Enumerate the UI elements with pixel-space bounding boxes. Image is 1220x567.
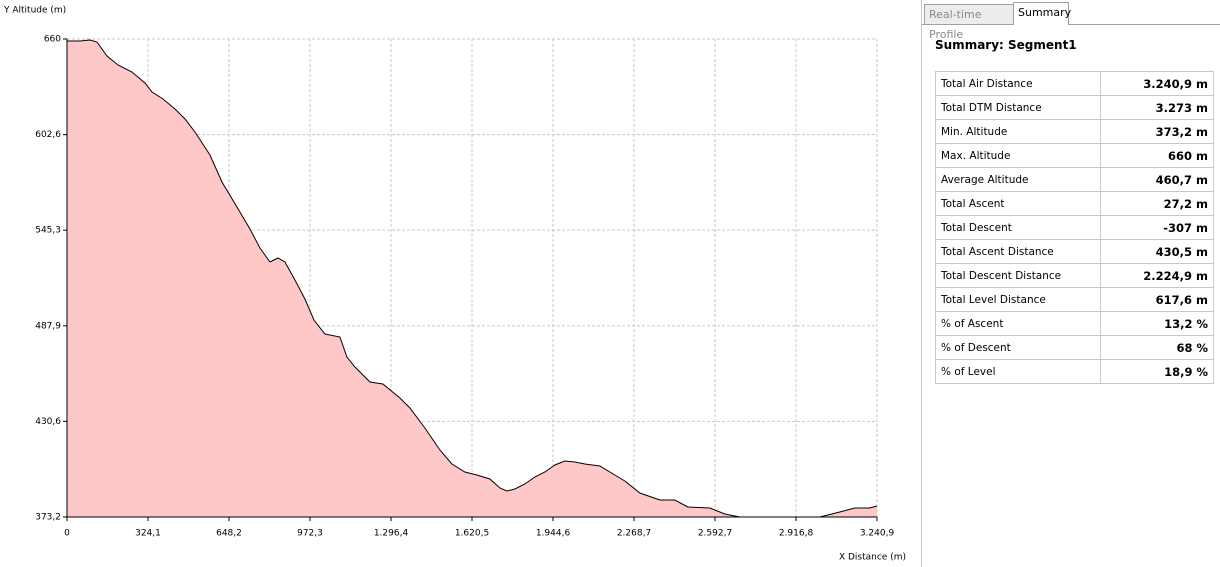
summary-value: 460,7 m [1100, 167, 1214, 192]
side-panel: Real-time Profile Summary Summary: Segme… [921, 0, 1220, 567]
summary-value: 3.273 m [1100, 95, 1214, 120]
x-tick-label: 2.592,7 [698, 529, 732, 539]
y-tick-label: 660 [44, 35, 61, 45]
summary-label: Total Level Distance [935, 287, 1101, 312]
summary-row: Total Descent -307 m [935, 215, 1214, 240]
summary-row: Max. Altitude 660 m [935, 143, 1214, 168]
summary-label: % of Level [935, 359, 1101, 384]
summary-label: Total Descent Distance [935, 263, 1101, 288]
x-tick-label: 2.268,7 [617, 529, 651, 539]
x-tick-label: 648,2 [216, 529, 242, 539]
x-tick-label: 1.944,6 [536, 529, 571, 539]
summary-value: 27,2 m [1100, 191, 1214, 216]
summary-row: % of Level 18,9 % [935, 359, 1214, 384]
x-tick-label: 1.620,5 [455, 529, 489, 539]
summary-row: Total DTM Distance 3.273 m [935, 95, 1214, 120]
summary-label: Total Air Distance [935, 71, 1101, 96]
chart: Y Altitude (m) X Distance (m) 373,2 430,6… [3, 6, 906, 563]
tab[interactable]: Summary [1013, 2, 1071, 25]
y-tick-label: 373,2 [35, 513, 61, 523]
y-tick-label: 487,9 [35, 321, 61, 331]
summary-row: Total Level Distance 617,6 m [935, 287, 1214, 312]
summary-row: Total Ascent Distance 430,5 m [935, 239, 1214, 264]
summary-row: Total Air Distance 3.240,9 m [935, 71, 1214, 96]
summary-row: % of Ascent 13,2 % [935, 311, 1214, 336]
y-tick-label: 602,6 [35, 130, 61, 140]
y-tick-label: 545,3 [35, 226, 61, 236]
summary-label: Total Descent [935, 215, 1101, 240]
tab-bar: Real-time Profile Summary [922, 2, 1220, 41]
summary-value: 13,2 % [1100, 311, 1214, 336]
x-tick-label: 324,1 [135, 529, 161, 539]
x-tick-label: 3.240,9 [860, 529, 895, 539]
summary-label: Total Ascent Distance [935, 239, 1101, 264]
area [67, 40, 877, 517]
summary-table: Total Air Distance 3.240,9 m Total DTM Dis… [935, 71, 1214, 384]
y-axis-label: Y Altitude (m) [3, 6, 66, 16]
x-axis-label: X Distance (m) [839, 553, 906, 563]
summary-label: % of Ascent [935, 311, 1101, 336]
x-tick-label: 1.296,4 [374, 529, 409, 539]
tab[interactable]: Real-time Profile [924, 4, 1014, 41]
summary-row: Average Altitude 460,7 m [935, 167, 1214, 192]
summary-row: Total Ascent 27,2 m [935, 191, 1214, 216]
summary-value: 68 % [1100, 335, 1214, 360]
summary-value: 18,9 % [1100, 359, 1214, 384]
y-tick-label: 430,6 [35, 417, 61, 427]
summary-label: Average Altitude [935, 167, 1101, 192]
summary-title: Summary: Segment1 [935, 38, 1077, 52]
summary-label: Max. Altitude [935, 143, 1101, 168]
summary-value: 3.240,9 m [1100, 71, 1214, 96]
summary-label: Total Ascent [935, 191, 1101, 216]
x-tick-label: 972,3 [297, 529, 323, 539]
x-tick-label: 0 [64, 529, 70, 539]
summary-value: 660 m [1100, 143, 1214, 168]
summary-value: 2.224,9 m [1100, 263, 1214, 288]
summary-row: Total Descent Distance 2.224,9 m [935, 263, 1214, 288]
summary-row: % of Descent 68 % [935, 335, 1214, 360]
summary-value: -307 m [1100, 215, 1214, 240]
summary-value: 430,5 m [1100, 239, 1214, 264]
summary-label: Min. Altitude [935, 119, 1101, 144]
summary-value: 373,2 m [1100, 119, 1214, 144]
profile-line [67, 39, 878, 518]
summary-label: Total DTM Distance [935, 95, 1101, 120]
summary-row: Min. Altitude 373,2 m [935, 119, 1214, 144]
summary-value: 617,6 m [1100, 287, 1214, 312]
summary-label: % of Descent [935, 335, 1101, 360]
x-tick-label: 2.916,8 [779, 529, 814, 539]
